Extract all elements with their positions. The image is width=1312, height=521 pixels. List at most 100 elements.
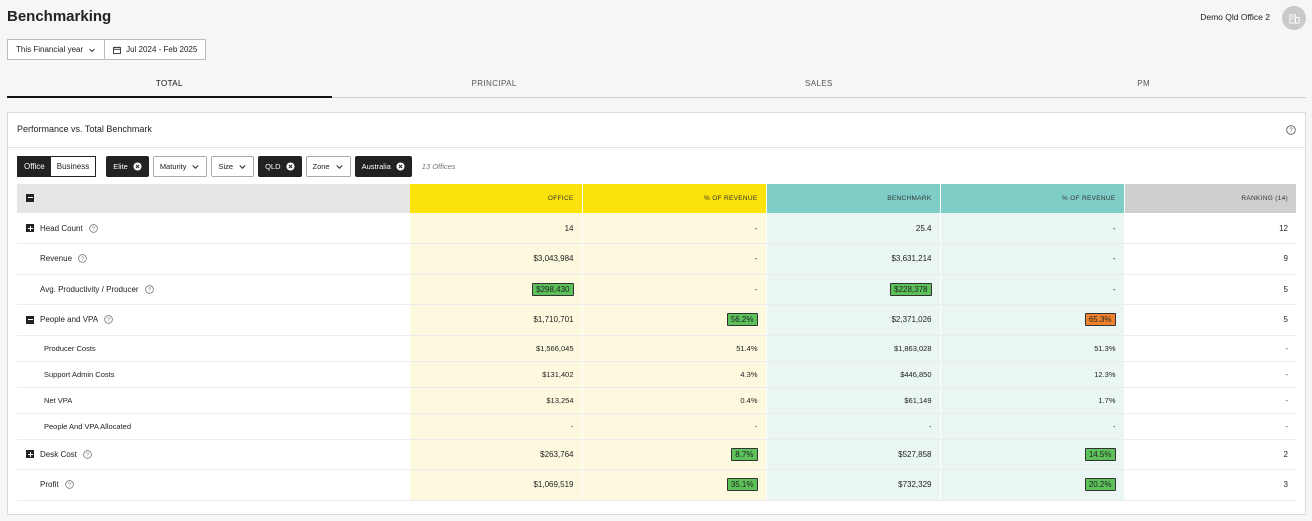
- office-revenue-pct: 8.7%: [731, 447, 758, 461]
- filter-chip-qld[interactable]: QLD: [258, 155, 302, 177]
- filter-chip-maturity[interactable]: Maturity: [152, 155, 208, 177]
- close-circle-icon[interactable]: [396, 161, 405, 171]
- row-label: People And VPA Allocated: [17, 413, 410, 440]
- ranking-value: 5: [1123, 274, 1296, 305]
- row-label-cell: Profit?: [17, 469, 410, 501]
- expand-icon[interactable]: [26, 224, 34, 232]
- benchmark-revenue-pct: -: [939, 274, 1124, 305]
- office-revenue-pct: 35.1%: [726, 478, 758, 492]
- help-icon[interactable]: ?: [1286, 125, 1296, 135]
- filter-chip-elite[interactable]: Elite: [106, 155, 149, 177]
- office-revenue-pct: 56.2%: [726, 313, 758, 327]
- benchmark-value: $228,378: [890, 282, 932, 296]
- chevron-down-icon: [89, 48, 95, 52]
- collapse-all-icon[interactable]: [26, 193, 34, 202]
- office-value: -: [410, 413, 582, 440]
- help-icon[interactable]: ?: [104, 315, 113, 324]
- benchmark-value: $527,858: [765, 439, 940, 470]
- office-revenue-pct-cell: 35.1%: [581, 469, 766, 501]
- help-icon[interactable]: ?: [83, 450, 92, 459]
- ranking-value: -: [1123, 413, 1296, 440]
- date-range-label: Jul 2024 - Feb 2025: [126, 45, 198, 54]
- date-range-picker[interactable]: Jul 2024 - Feb 2025: [105, 39, 207, 60]
- table-row: People And VPA Allocated - - - - -: [17, 413, 1296, 440]
- svg-text:?: ?: [107, 318, 110, 324]
- svg-text:?: ?: [92, 226, 95, 232]
- benchmark-revenue-pct: -: [939, 413, 1124, 440]
- office-value: $298,430: [532, 282, 574, 296]
- toggle-business[interactable]: Business: [50, 156, 96, 176]
- row-label: People and VPA: [40, 315, 99, 325]
- row-label: Support Admin Costs: [17, 361, 410, 388]
- svg-text:?: ?: [1289, 128, 1293, 134]
- tab-principal[interactable]: PRINCIPAL: [471, 79, 517, 88]
- ranking-value: 12: [1123, 213, 1296, 244]
- benchmark-value: $732,329: [765, 469, 940, 501]
- ranking-value: 5: [1123, 304, 1296, 336]
- office-revenue-pct: -: [581, 213, 766, 244]
- office-revenue-pct-cell: 56.2%: [581, 304, 766, 336]
- period-select-label: This Financial year: [16, 45, 84, 54]
- help-icon[interactable]: ?: [88, 223, 98, 233]
- help-icon[interactable]: ?: [78, 254, 87, 263]
- office-revenue-pct: -: [581, 243, 766, 275]
- svg-text:?: ?: [68, 483, 71, 489]
- tab-bar: TOTAL PRINCIPAL SALES PM: [7, 70, 1306, 98]
- close-circle-icon[interactable]: [285, 161, 295, 171]
- table-header-row: OFFICE % OF REVENUE BENCHMARK % OF REVEN…: [17, 184, 1296, 213]
- tab-total[interactable]: TOTAL: [7, 70, 332, 98]
- org-name[interactable]: Demo Qld Office 2: [1200, 12, 1270, 22]
- benchmark-table: OFFICE % OF REVENUE BENCHMARK % OF REVEN…: [17, 184, 1296, 501]
- collapse-icon[interactable]: [26, 315, 34, 324]
- benchmark-value: 25.4: [765, 213, 940, 244]
- row-label: Revenue: [40, 254, 73, 264]
- org-avatar[interactable]: [1282, 6, 1306, 30]
- chip-label: Maturity: [159, 161, 187, 171]
- filter-chip-zone[interactable]: Zone: [305, 155, 351, 177]
- table-row: Revenue? $3,043,984 - $3,631,214 - 9: [17, 243, 1296, 275]
- table-row: Net VPA $13,254 0.4% $61,149 1.7% -: [17, 387, 1296, 414]
- benchmark-panel: Performance vs. Total Benchmark ? Office…: [7, 112, 1306, 515]
- office-value: $13,254: [410, 387, 582, 414]
- row-label: Desk Cost: [40, 449, 77, 459]
- expand-icon[interactable]: [26, 450, 34, 459]
- benchmark-controls: Office Business Elite Maturity Size QLD …: [17, 155, 456, 177]
- benchmark-revenue-pct-cell: 65.3%: [939, 304, 1124, 336]
- office-revenue-pct-cell: 8.7%: [581, 439, 766, 470]
- offices-count: 13 Offices: [421, 161, 456, 171]
- building-icon: [1288, 13, 1300, 24]
- row-label: Producer Costs: [17, 335, 410, 362]
- help-icon[interactable]: ?: [144, 285, 154, 294]
- row-label-cell: Avg. Productivity / Producer?: [17, 274, 410, 305]
- ranking-value: -: [1123, 361, 1296, 388]
- benchmark-value: $61,149: [765, 387, 940, 414]
- chip-label: QLD: [265, 161, 281, 171]
- office-value: 14: [410, 213, 582, 244]
- chip-label: Size: [218, 161, 234, 171]
- close-circle-icon[interactable]: [133, 161, 142, 171]
- svg-text:?: ?: [148, 287, 151, 293]
- ranking-value: 9: [1123, 243, 1296, 275]
- col-office: OFFICE: [410, 184, 582, 213]
- help-icon[interactable]: ?: [64, 480, 74, 489]
- row-label: Head Count: [40, 223, 83, 233]
- benchmark-value-cell: $228,378: [765, 274, 940, 305]
- filter-chip-australia[interactable]: Australia: [354, 155, 412, 177]
- toggle-office[interactable]: Office: [18, 156, 51, 176]
- benchmark-revenue-pct: 14.5%: [1084, 447, 1116, 461]
- row-label-cell: Revenue?: [17, 243, 410, 275]
- period-select[interactable]: This Financial year: [7, 39, 106, 60]
- benchmark-revenue-pct-cell: 14.5%: [939, 439, 1124, 470]
- filter-bar: This Financial year Jul 2024 - Feb 2025: [7, 39, 207, 60]
- benchmark-value: $3,631,214: [765, 243, 940, 275]
- row-label-cell: People and VPA?: [17, 304, 410, 336]
- col-ranking: RANKING (14): [1123, 184, 1296, 213]
- panel-divider: [8, 147, 1305, 148]
- collapse-all-cell: [17, 184, 410, 213]
- row-label: Avg. Productivity / Producer: [40, 284, 139, 294]
- tab-sales[interactable]: SALES: [804, 79, 833, 88]
- filter-chip-size[interactable]: Size: [211, 155, 255, 177]
- tab-pm[interactable]: PM: [1137, 79, 1151, 88]
- chip-label: Australia: [361, 161, 391, 171]
- row-label-cell: Desk Cost?: [17, 439, 410, 470]
